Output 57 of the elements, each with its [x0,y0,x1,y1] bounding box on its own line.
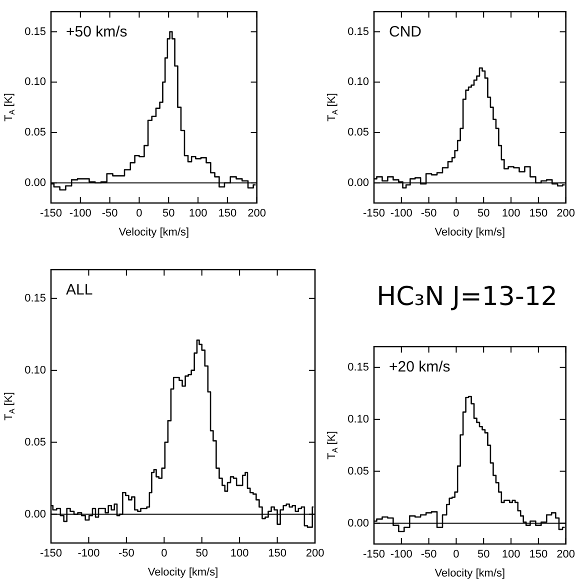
x-tick-label: -50 [102,208,118,220]
y-tick-label: 0.00 [24,508,46,520]
x-tick-label: 0 [161,548,168,560]
x-tick-label: 150 [268,548,286,560]
x-axis-title: Velocity [km/s] [118,226,190,238]
x-tick-label: 100 [502,548,520,561]
x-tick-label: 0 [453,548,460,561]
x-tick-label: -100 [69,208,92,220]
x-tick-label: -50 [420,208,437,220]
y-tick-label: 0.10 [24,76,46,88]
x-tick-label: 200 [248,208,266,220]
x-tick-label: 100 [502,208,520,220]
x-tick-label: 150 [529,548,548,561]
x-tick-label: 100 [188,208,208,220]
x-tick-label: 200 [556,548,576,561]
y-tick-label: 0.10 [24,364,46,376]
y-tick-label: 0.00 [24,176,46,189]
y-tick-label: 0.00 [348,176,369,189]
x-tick-label: 50 [477,208,490,220]
x-tick-label: -150 [40,208,62,220]
x-tick-label: -150 [362,208,386,220]
x-tick-label: 0 [453,208,460,220]
y-tick-label: 0.15 [348,26,369,38]
y-tick-label: 0.10 [348,413,369,426]
x-tick-label: 0 [136,208,142,220]
x-axis-title: Velocity [km/s] [148,566,218,578]
text: HC₃N J=13-12 [376,282,558,312]
x-tick-label: -100 [390,548,412,561]
x-tick-label: 100 [230,548,249,560]
x-tick-label: 50 [196,548,208,560]
y-tick-label: 0.05 [24,126,46,139]
y-tick-label: 0.10 [348,76,369,88]
y-tick-label: 0.00 [348,517,369,530]
annotation: +20 km/s [389,358,450,376]
x-tick-label: -100 [78,548,100,560]
x-tick-label: -150 [362,548,386,561]
annotation: +50 km/s [66,24,128,41]
x-tick-label: -50 [420,548,437,561]
annotation: ALL [66,282,93,299]
y-tick-label: 0.15 [24,26,46,38]
y-tick-label: 0.15 [348,361,369,374]
y-tick-label: 0.15 [24,292,46,304]
x-tick-label: 150 [218,208,237,220]
x-axis-title: Velocity [km/s] [434,567,506,580]
y-tick-label: 0.05 [24,436,46,448]
x-tick-label: 150 [529,208,548,220]
y-tick-label: 0.05 [348,465,369,478]
x-tick-label: -150 [40,548,62,560]
x-tick-label: 200 [556,208,576,220]
x-tick-label: 50 [477,548,490,561]
x-axis-title: Velocity [km/s] [434,226,506,238]
x-tick-label: -100 [390,208,412,220]
x-tick-label: 50 [162,208,175,220]
x-tick-label: 200 [306,548,324,560]
y-tick-label: 0.05 [348,126,369,139]
x-tick-label: -50 [118,548,134,560]
annotation: CND [389,24,422,41]
